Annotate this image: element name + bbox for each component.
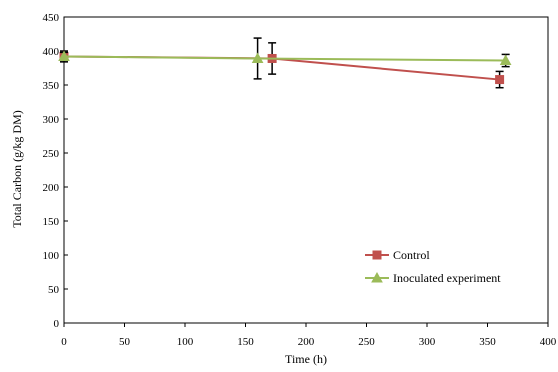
series-layer <box>58 37 512 89</box>
legend-item: Inoculated experiment <box>365 271 501 285</box>
legend-item: Control <box>365 248 430 262</box>
y-tick-label: 400 <box>43 46 60 58</box>
x-tick-label: 400 <box>540 336 557 348</box>
y-tick-label: 350 <box>43 80 60 92</box>
x-tick-label: 200 <box>298 336 315 348</box>
x-tick-label: 300 <box>419 336 436 348</box>
x-axis-title: Time (h) <box>285 352 327 366</box>
data-point <box>499 54 512 66</box>
legend-label: Inoculated experiment <box>393 271 501 285</box>
data-point <box>251 52 264 63</box>
x-tick-label: 250 <box>358 336 375 348</box>
x-tick-label: 50 <box>119 336 131 348</box>
series-inoculated <box>58 37 512 80</box>
x-tick-label: 0 <box>61 336 67 348</box>
y-tick-label: 150 <box>43 216 60 228</box>
y-tick-label: 100 <box>43 250 60 262</box>
data-point <box>58 50 70 61</box>
x-tick-label: 350 <box>479 336 496 348</box>
y-tick-label: 200 <box>43 182 60 194</box>
y-tick-label: 250 <box>43 148 60 160</box>
data-point <box>495 75 505 85</box>
legend-marker <box>371 271 383 283</box>
legend-label: Control <box>393 248 430 262</box>
y-tick-label: 0 <box>54 318 60 330</box>
legend: Control Inoculated experiment <box>365 248 501 285</box>
y-axis-title: Total Carbon (g/kg DM) <box>10 110 24 227</box>
y-tick-label: 300 <box>43 114 60 126</box>
y-tick-label: 450 <box>43 12 60 24</box>
y-tick-label: 50 <box>48 284 60 296</box>
legend-marker <box>372 250 382 260</box>
x-tick-label: 100 <box>177 336 194 348</box>
x-tick-label: 150 <box>237 336 254 348</box>
axes: 0 50 100 150 200 250 300 350 400 450 0 50 100 150 200 2… <box>43 12 557 348</box>
series-control <box>59 42 505 89</box>
